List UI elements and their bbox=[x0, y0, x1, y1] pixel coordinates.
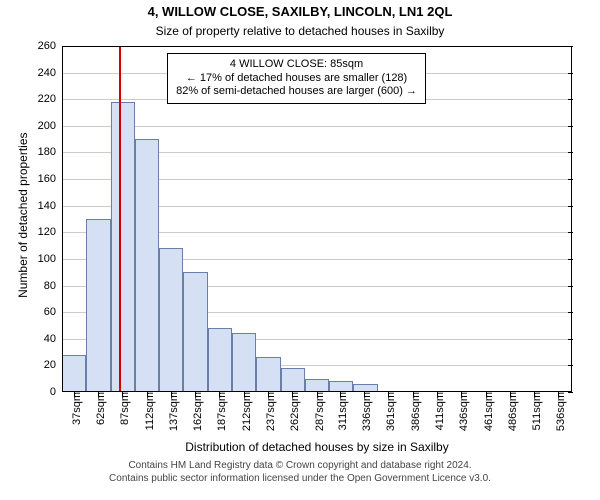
y-tick-label: 120 bbox=[38, 226, 62, 238]
x-tick-label: 411sqm bbox=[428, 392, 446, 430]
footer: Contains HM Land Registry data © Crown c… bbox=[0, 460, 600, 485]
annotation-line: ← 17% of detached houses are smaller (12… bbox=[176, 72, 417, 86]
footer-line-2: Contains public sector information licen… bbox=[0, 473, 600, 486]
marker-line bbox=[119, 46, 121, 392]
plot-area: 02040608010012014016018020022024026037sq… bbox=[62, 46, 572, 392]
y-tick-mark bbox=[568, 392, 573, 393]
footer-line-1: Contains HM Land Registry data © Crown c… bbox=[0, 460, 600, 473]
y-tick-label: 160 bbox=[38, 173, 62, 185]
annotation-line: 4 WILLOW CLOSE: 85sqm bbox=[176, 58, 417, 72]
x-tick-label: 461sqm bbox=[477, 392, 495, 431]
y-tick-label: 140 bbox=[38, 200, 62, 212]
x-tick-label: 536sqm bbox=[549, 392, 567, 431]
x-tick-label: 511sqm bbox=[525, 392, 543, 430]
x-tick-label: 237sqm bbox=[259, 392, 277, 431]
x-tick-label: 62sqm bbox=[89, 392, 107, 425]
chart-subtitle: Size of property relative to detached ho… bbox=[0, 24, 600, 38]
histogram-bar bbox=[111, 102, 135, 392]
x-tick-label: 37sqm bbox=[65, 392, 83, 425]
x-axis-label: Distribution of detached houses by size … bbox=[62, 440, 572, 454]
y-tick-label: 220 bbox=[38, 93, 62, 105]
histogram-bar bbox=[256, 357, 280, 392]
y-axis-label: Number of detached properties bbox=[16, 111, 30, 319]
y-tick-label: 20 bbox=[44, 359, 62, 371]
histogram-bar bbox=[281, 368, 305, 392]
histogram-bar bbox=[305, 379, 329, 392]
chart-container: 4, WILLOW CLOSE, SAXILBY, LINCOLN, LN1 2… bbox=[0, 0, 600, 500]
x-tick-label: 137sqm bbox=[162, 392, 180, 431]
x-tick-label: 311sqm bbox=[331, 392, 349, 430]
x-tick-label: 112sqm bbox=[138, 392, 156, 430]
y-tick-label: 100 bbox=[38, 253, 62, 265]
x-tick-label: 361sqm bbox=[379, 392, 397, 431]
plot-border-left bbox=[62, 46, 63, 392]
histogram-bar bbox=[135, 139, 159, 392]
x-tick-label: 87sqm bbox=[113, 392, 131, 425]
y-tick-label: 180 bbox=[38, 146, 62, 158]
histogram-bar bbox=[86, 219, 110, 392]
histogram-bar bbox=[232, 333, 256, 392]
x-tick-label: 287sqm bbox=[308, 392, 326, 431]
histogram-bar bbox=[183, 272, 207, 392]
annotation-line: 82% of semi-detached houses are larger (… bbox=[176, 85, 417, 99]
x-tick-label: 262sqm bbox=[283, 392, 301, 431]
y-tick-label: 0 bbox=[50, 386, 62, 398]
y-tick-label: 60 bbox=[44, 306, 62, 318]
plot-border-bottom bbox=[62, 391, 572, 392]
chart-title: 4, WILLOW CLOSE, SAXILBY, LINCOLN, LN1 2… bbox=[0, 4, 600, 19]
histogram-bar bbox=[208, 328, 232, 392]
x-tick-label: 486sqm bbox=[501, 392, 519, 431]
gridline bbox=[62, 126, 572, 127]
y-tick-label: 40 bbox=[44, 333, 62, 345]
x-tick-label: 386sqm bbox=[404, 392, 422, 431]
y-tick-label: 80 bbox=[44, 280, 62, 292]
histogram-bar bbox=[62, 355, 86, 392]
histogram-bar bbox=[159, 248, 183, 392]
annotation-box: 4 WILLOW CLOSE: 85sqm← 17% of detached h… bbox=[167, 53, 426, 104]
x-tick-label: 162sqm bbox=[186, 392, 204, 431]
x-tick-label: 187sqm bbox=[210, 392, 228, 431]
x-tick-label: 212sqm bbox=[235, 392, 253, 431]
y-tick-label: 200 bbox=[38, 120, 62, 132]
x-tick-label: 436sqm bbox=[452, 392, 470, 431]
x-tick-label: 336sqm bbox=[355, 392, 373, 431]
y-tick-label: 260 bbox=[38, 40, 62, 52]
plot-border-top bbox=[62, 46, 572, 47]
y-tick-label: 240 bbox=[38, 67, 62, 79]
plot-border-right bbox=[571, 46, 572, 392]
